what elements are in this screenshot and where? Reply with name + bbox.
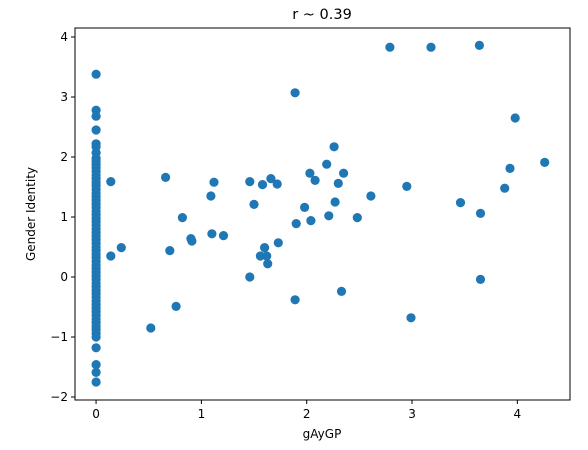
data-point: [263, 259, 273, 269]
data-point: [171, 301, 181, 311]
data-point: [187, 236, 197, 246]
data-point: [106, 251, 116, 261]
data-point: [333, 178, 343, 188]
data-point: [306, 216, 316, 226]
data-point: [106, 177, 116, 187]
data-point: [300, 202, 310, 212]
data-point: [305, 168, 315, 178]
y-tick-label: 1: [60, 210, 68, 224]
data-point: [510, 113, 520, 123]
data-point: [336, 286, 347, 296]
data-point: [402, 181, 412, 191]
x-tick-label: 3: [408, 407, 416, 421]
data-point: [474, 40, 484, 51]
data-point: [310, 175, 320, 185]
data-point: [426, 42, 436, 52]
data-point: [475, 274, 486, 284]
data-point: [500, 183, 510, 193]
data-point: [177, 213, 187, 223]
x-tick-label: 4: [514, 407, 522, 421]
x-tick-label: 1: [198, 407, 206, 421]
data-point: [385, 42, 395, 52]
data-point: [91, 360, 101, 370]
data-point: [330, 197, 340, 207]
data-point: [218, 231, 229, 241]
data-point: [272, 179, 282, 189]
y-tick-label: −2: [50, 390, 68, 404]
data-point: [324, 211, 334, 221]
data-point: [146, 323, 156, 333]
data-point: [91, 377, 101, 387]
data-point: [209, 177, 219, 187]
data-point: [116, 243, 126, 253]
y-tick-label: 3: [60, 90, 68, 104]
data-point: [352, 213, 362, 223]
data-point: [290, 295, 300, 305]
y-axis-label: Gender Identity: [24, 167, 38, 261]
data-point: [249, 199, 259, 209]
data-point: [245, 177, 255, 187]
data-point: [207, 229, 217, 239]
data-point: [260, 243, 270, 253]
plot-frame: [74, 27, 571, 401]
data-point: [273, 238, 283, 248]
data-point: [455, 198, 466, 208]
data-point: [91, 343, 101, 353]
data-point: [91, 367, 101, 377]
x-tick-label: 2: [303, 407, 311, 421]
data-point: [161, 172, 171, 182]
y-tick-label: −1: [50, 330, 68, 344]
data-point: [255, 251, 265, 261]
data-point: [91, 125, 101, 135]
data-point: [540, 157, 550, 167]
data-point: [91, 111, 101, 121]
x-tick-label: 0: [92, 407, 100, 421]
data-point: [245, 272, 255, 282]
data-points: [91, 40, 550, 387]
data-point: [266, 174, 276, 184]
data-point: [475, 208, 486, 218]
data-point: [339, 168, 349, 178]
data-point: [290, 88, 300, 98]
data-point: [165, 246, 175, 256]
data-point: [322, 159, 332, 169]
x-axis-label: gAyGP: [303, 427, 342, 441]
data-point: [329, 142, 339, 152]
data-point: [91, 332, 101, 342]
chart-title: r ~ 0.39: [292, 7, 352, 23]
data-point: [91, 69, 101, 79]
y-tick-label: 4: [60, 30, 68, 44]
y-tick-label: 2: [60, 150, 68, 164]
data-point: [262, 251, 272, 261]
data-point: [291, 219, 301, 229]
data-point: [505, 163, 515, 173]
axis-ticks: 0 1 2 3 4 −2 −1 0 1 2 3 4: [50, 30, 521, 421]
y-tick-label: 0: [60, 270, 68, 284]
data-point: [206, 191, 216, 201]
data-point: [406, 313, 416, 323]
data-point: [257, 180, 268, 190]
data-point: [366, 191, 376, 201]
